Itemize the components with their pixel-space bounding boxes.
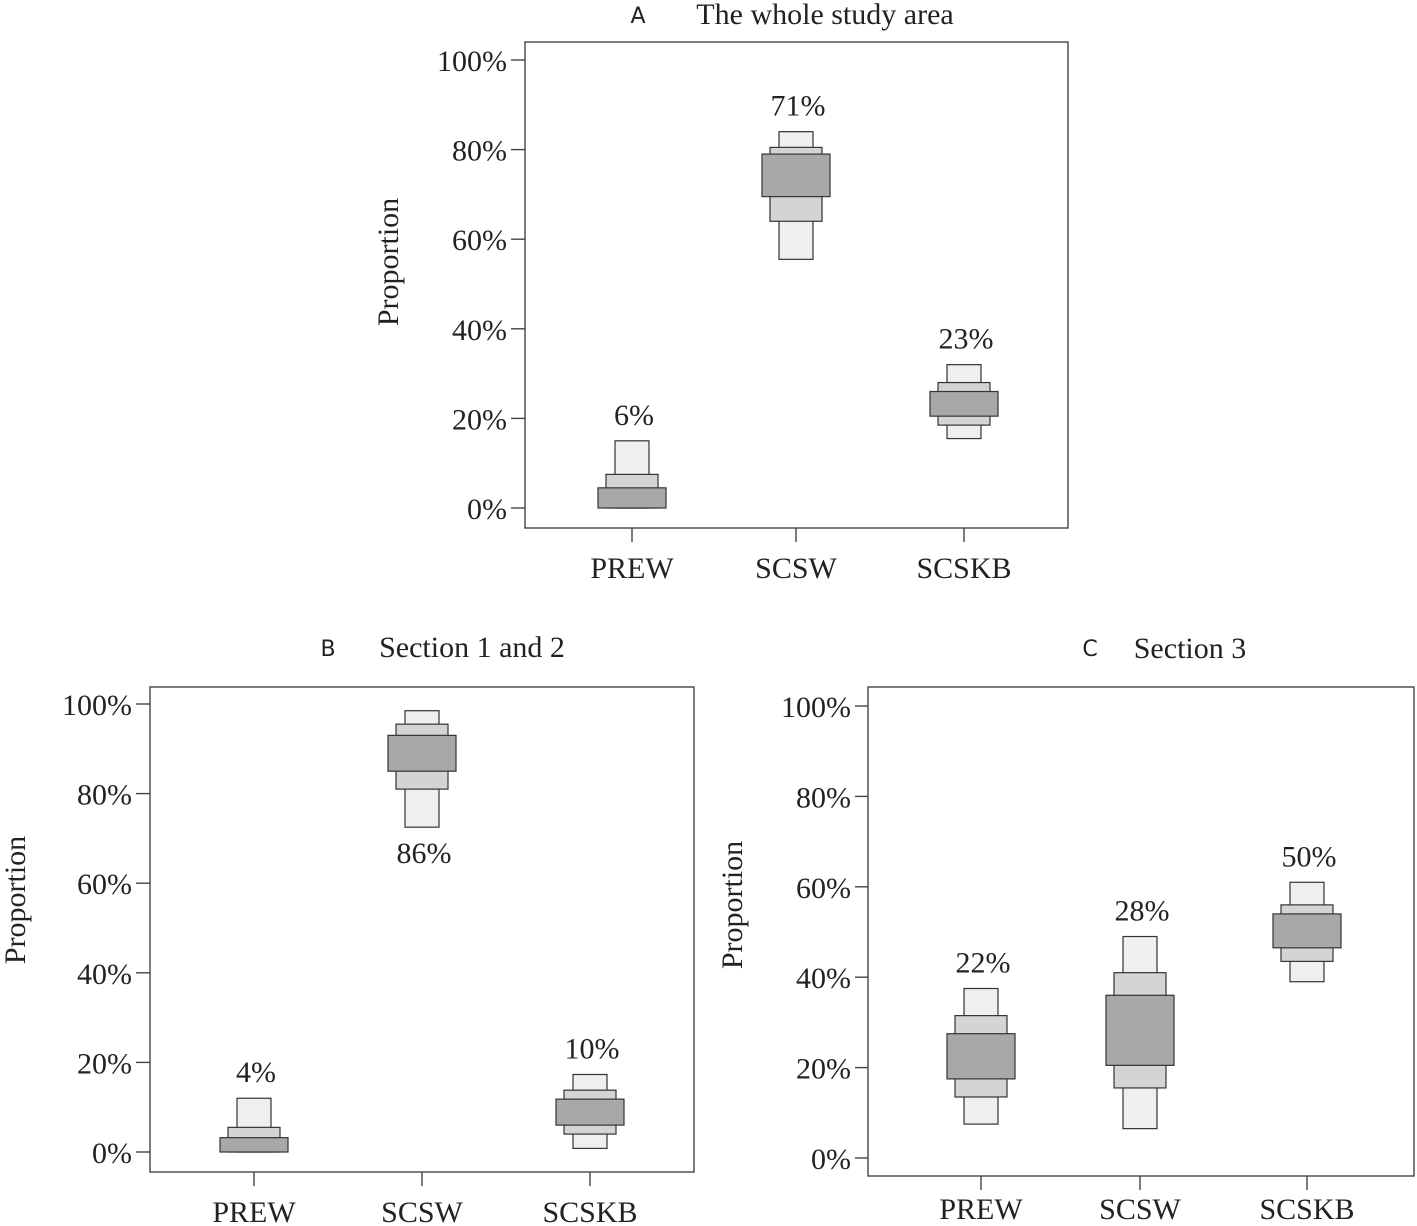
panel-title: The whole study area [696,0,953,31]
panel-letter: A [630,4,645,29]
panel-a: A The whole study area Proportion 0% 20% 4… [372,0,1069,585]
x-tick-label: SCSW [381,1196,463,1226]
box-level-3 [1105,994,1175,1066]
y-tick-label: 80% [796,781,851,814]
x-tick-label: PREW [590,552,674,585]
y-tick-label: 0% [467,493,507,526]
median-label: 23% [939,323,994,356]
y-tick-label: 100% [437,45,507,78]
y-tick-label: 0% [92,1137,132,1170]
y-tick-label: 20% [796,1053,851,1086]
y-tick-label: 40% [77,958,132,991]
x-tick-label: SCSKB [916,552,1011,585]
plot-frame [867,686,1415,1177]
y-tick-label: 20% [452,403,507,436]
y-axis-label: Proportion [372,198,405,326]
y-tick-label: 40% [796,962,851,995]
y-tick-label: 40% [452,314,507,347]
y-tick-label: 100% [62,689,132,722]
box-level-3 [597,487,667,509]
box-level-3 [929,390,999,417]
series-scsw: 28% [1105,895,1175,1130]
box-level-3 [946,1033,1016,1080]
y-axis-label: Proportion [0,836,32,964]
y-tick-label: 80% [452,135,507,168]
y-tick-label: 60% [796,872,851,905]
panel-b: B Section 1 and 2 Proportion 0% 20% 40% 60%… [0,631,695,1226]
series-scsw: 86% [387,710,457,870]
box-level-3 [387,734,457,772]
box-level-3 [1272,913,1342,949]
y-tick-label: 80% [77,779,132,812]
series-prew: 6% [597,399,667,509]
box-level-3 [219,1137,289,1153]
series-scskb: 50% [1272,840,1342,983]
median-label: 10% [565,1032,620,1065]
series-scskb: 10% [555,1032,625,1150]
box-level-3 [761,153,831,198]
series-scskb: 23% [929,323,999,440]
panel-c: C Section 3 Proportion 0% 20% 40% 60% 80% 100… [716,632,1415,1226]
series-scsw: 71% [761,90,831,260]
median-label: 50% [1282,840,1337,873]
panel-title: Section 1 and 2 [379,631,565,664]
median-label: 22% [956,947,1011,980]
median-label: 71% [771,90,826,123]
median-label: 86% [397,837,452,870]
y-tick-label: 20% [77,1047,132,1080]
y-tick-label: 100% [781,691,851,724]
x-tick-label: SCSW [1099,1193,1181,1226]
series-prew: 4% [219,1056,289,1153]
x-tick-label: SCSKB [1259,1193,1354,1226]
box-level-3 [555,1098,625,1126]
x-tick-label: SCSKB [542,1196,637,1226]
x-tick-label: SCSW [755,552,837,585]
panel-letter: B [320,637,335,662]
x-tick-label: PREW [212,1196,296,1226]
panel-title: Section 3 [1134,632,1247,665]
median-label: 6% [614,399,654,432]
median-label: 4% [236,1056,276,1089]
y-axis-label: Proportion [716,841,749,969]
median-label: 28% [1115,895,1170,928]
y-tick-label: 60% [452,224,507,257]
series-prew: 22% [946,947,1016,1125]
panel-letter: C [1082,637,1097,662]
y-tick-label: 60% [77,868,132,901]
y-tick-label: 0% [811,1143,851,1176]
x-tick-label: PREW [939,1193,1023,1226]
